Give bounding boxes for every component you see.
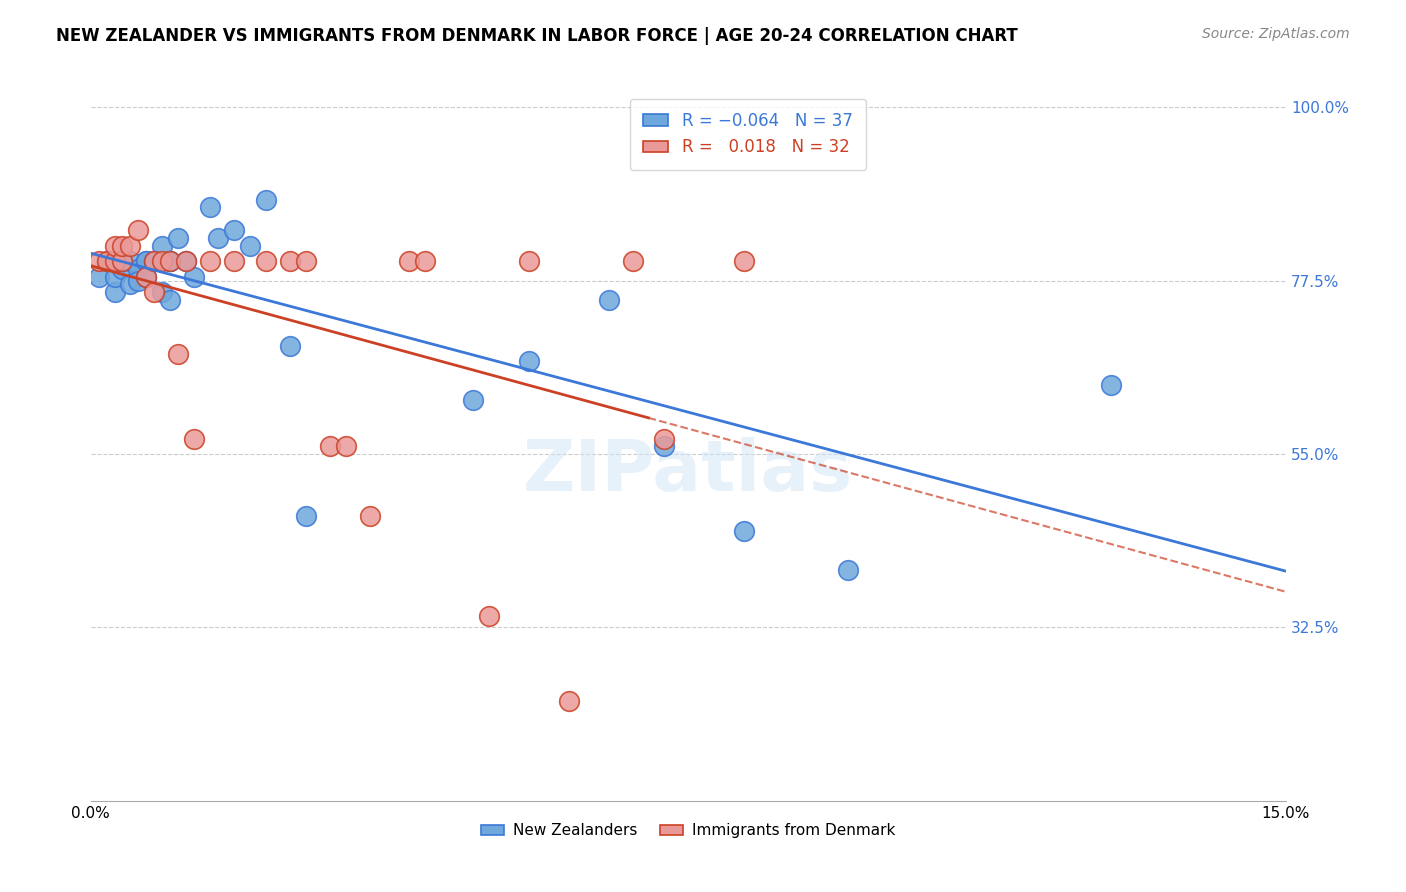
Point — [143, 254, 166, 268]
Point — [127, 223, 149, 237]
Point — [135, 269, 157, 284]
Point — [120, 254, 142, 268]
Point — [335, 439, 357, 453]
Point — [135, 254, 157, 268]
Point — [135, 254, 157, 268]
Point — [150, 239, 173, 253]
Point — [159, 254, 181, 268]
Point — [103, 269, 125, 284]
Point — [159, 254, 181, 268]
Point — [398, 254, 420, 268]
Point — [1099, 377, 1122, 392]
Point — [621, 254, 644, 268]
Point — [733, 254, 755, 268]
Point — [143, 254, 166, 268]
Point — [111, 254, 134, 268]
Point — [174, 254, 197, 268]
Point — [111, 254, 134, 268]
Point — [654, 432, 676, 446]
Text: Source: ZipAtlas.com: Source: ZipAtlas.com — [1202, 27, 1350, 41]
Point — [103, 285, 125, 299]
Point — [239, 239, 262, 253]
Point — [207, 231, 229, 245]
Point — [120, 277, 142, 292]
Point — [294, 508, 316, 523]
Point — [278, 254, 301, 268]
Point — [167, 347, 190, 361]
Point — [150, 254, 173, 268]
Point — [463, 392, 485, 407]
Point — [413, 254, 436, 268]
Point — [294, 254, 316, 268]
Point — [318, 439, 340, 453]
Point — [222, 254, 245, 268]
Point — [96, 254, 118, 268]
Point — [135, 269, 157, 284]
Point — [159, 293, 181, 307]
Point — [143, 254, 166, 268]
Point — [159, 254, 181, 268]
Point — [183, 269, 205, 284]
Point — [87, 269, 110, 284]
Point — [127, 262, 149, 277]
Point — [598, 293, 620, 307]
Legend: New Zealanders, Immigrants from Denmark: New Zealanders, Immigrants from Denmark — [475, 817, 901, 845]
Point — [167, 231, 190, 245]
Point — [103, 254, 125, 268]
Point — [733, 524, 755, 538]
Point — [478, 608, 501, 623]
Point — [254, 193, 277, 207]
Point — [517, 354, 540, 368]
Text: ZIPatlas: ZIPatlas — [523, 437, 853, 506]
Point — [254, 254, 277, 268]
Point — [198, 200, 221, 214]
Point — [558, 693, 581, 707]
Point — [359, 508, 381, 523]
Text: NEW ZEALANDER VS IMMIGRANTS FROM DENMARK IN LABOR FORCE | AGE 20-24 CORRELATION : NEW ZEALANDER VS IMMIGRANTS FROM DENMARK… — [56, 27, 1018, 45]
Point — [127, 273, 149, 287]
Point — [120, 239, 142, 253]
Point — [517, 254, 540, 268]
Point — [87, 254, 110, 268]
Point — [174, 254, 197, 268]
Point — [654, 439, 676, 453]
Point — [183, 432, 205, 446]
Point — [103, 239, 125, 253]
Point — [198, 254, 221, 268]
Point — [278, 339, 301, 353]
Point — [150, 285, 173, 299]
Point — [111, 262, 134, 277]
Point — [111, 239, 134, 253]
Point — [143, 285, 166, 299]
Point — [222, 223, 245, 237]
Point — [837, 563, 859, 577]
Point — [96, 254, 118, 268]
